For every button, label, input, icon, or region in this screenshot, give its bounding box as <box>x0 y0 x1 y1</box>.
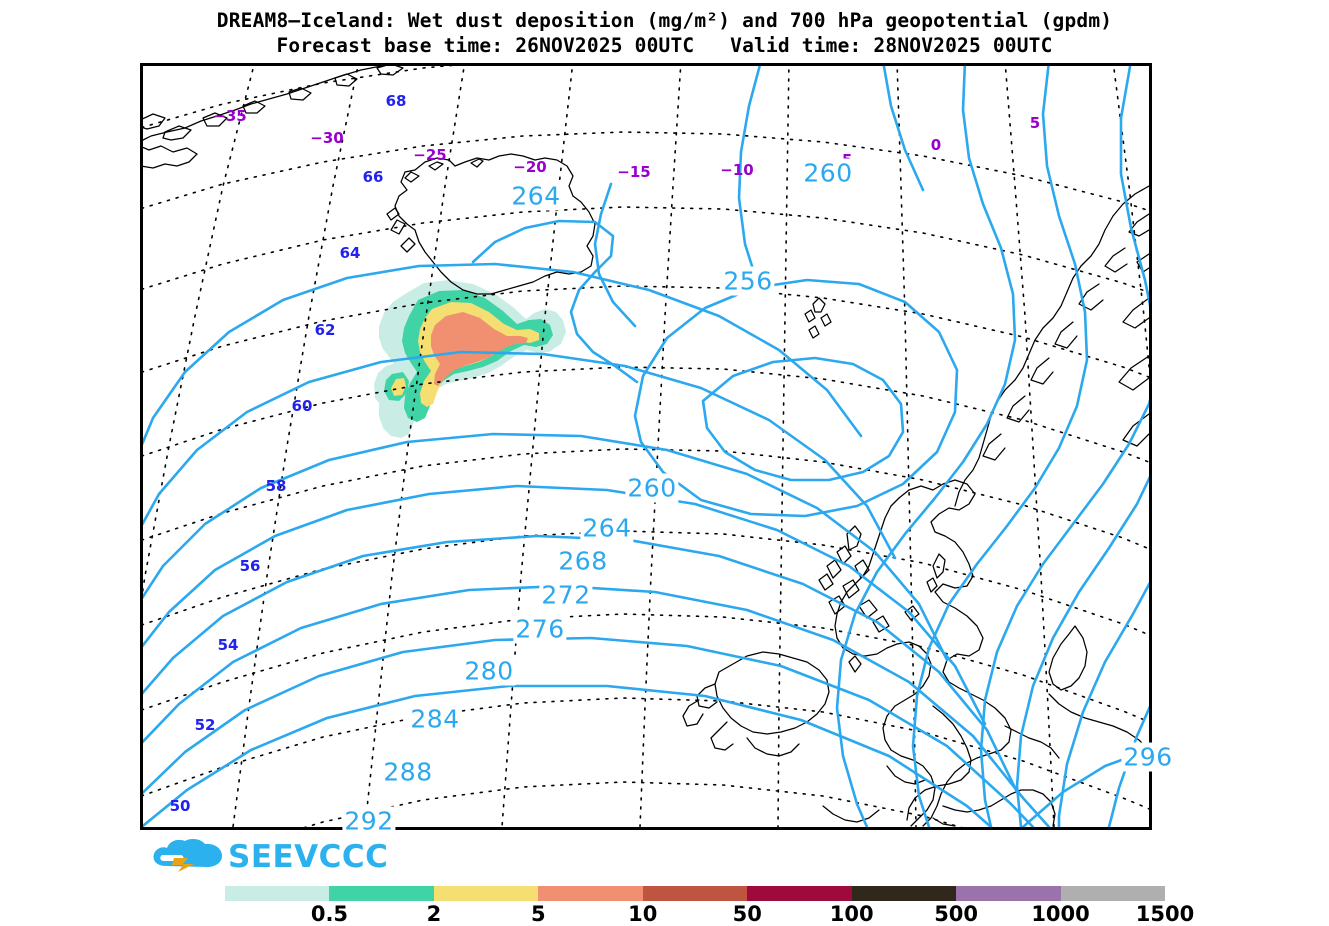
colorbar-tick-100: 100 <box>829 902 874 926</box>
colorbar-tick-500: 500 <box>934 902 979 926</box>
colorbar: 0.5 2 5 10 50 100 500 1000 1500 <box>225 886 1194 926</box>
colorbar-segment-7 <box>956 886 1061 901</box>
geopotential-contours <box>143 66 1149 827</box>
colorbar-tick-2: 2 <box>426 902 442 926</box>
seevccc-logo: SEEVCCC <box>150 836 388 876</box>
colorbar-segment-3 <box>538 886 643 901</box>
graticule-lines <box>143 66 1149 827</box>
geopotential-contour-296 <box>1021 748 1149 827</box>
colorbar-segment-1 <box>329 886 434 901</box>
colorbar-tick-1500: 1500 <box>1135 902 1195 926</box>
coastlines <box>143 66 1149 827</box>
colorbar-tick-5: 5 <box>531 902 546 926</box>
dust-band-5-10-tail <box>391 378 406 396</box>
map-canvas <box>143 66 1149 827</box>
chart-title-line1: DREAM8—Iceland: Wet dust deposition (mg/… <box>216 9 1113 32</box>
colorbar-gradient <box>225 886 1165 901</box>
colorbar-tick-labels: 0.5 2 5 10 50 100 500 1000 1500 <box>225 902 1194 926</box>
chart-subtitle-line2: Forecast base time: 26NOV2025 00UTC Vali… <box>276 34 1053 57</box>
colorbar-tick-10: 10 <box>628 902 658 926</box>
colorbar-tick-50: 50 <box>732 902 762 926</box>
colorbar-segment-2 <box>433 886 539 901</box>
colorbar-segment-4 <box>642 886 748 901</box>
colorbar-segment-5 <box>747 886 852 901</box>
colorbar-segment-8 <box>1060 886 1165 901</box>
chart-title-block: DREAM8—Iceland: Wet dust deposition (mg/… <box>0 8 1329 58</box>
colorbar-tick-1000: 1000 <box>1031 902 1090 926</box>
colorbar-tick-0.5: 0.5 <box>310 902 349 926</box>
cloud-icon <box>153 839 222 872</box>
seevccc-logo-text: SEEVCCC <box>228 839 389 875</box>
dust-band-10-50 <box>431 312 528 386</box>
colorbar-segment-0 <box>225 886 330 901</box>
colorbar-segment-6 <box>851 886 957 901</box>
map-plot-area <box>140 63 1152 830</box>
